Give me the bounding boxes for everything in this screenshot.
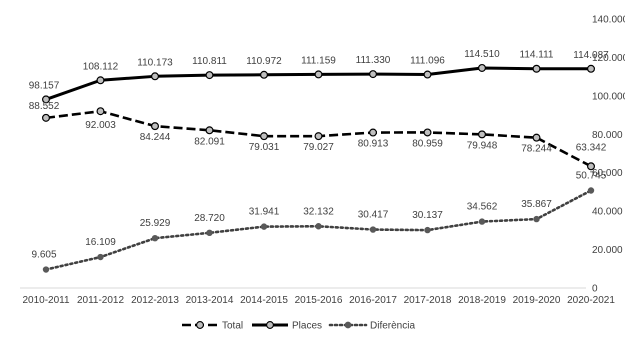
series-markers xyxy=(41,63,595,273)
data-point xyxy=(315,223,322,230)
y-tick-label: 0 xyxy=(592,284,598,295)
data-label: 79.031 xyxy=(249,142,280,153)
data-label: 35.867 xyxy=(521,199,552,210)
x-tick-label: 2010-2011 xyxy=(22,295,70,306)
data-label: 114.087 xyxy=(573,50,609,61)
x-tick-label: 2011-2012 xyxy=(77,295,125,306)
data-point xyxy=(151,234,159,242)
data-label: 79.027 xyxy=(303,142,334,153)
data-point xyxy=(533,215,540,223)
data-label: 111.096 xyxy=(410,56,445,67)
legend-label: Places xyxy=(292,321,322,332)
data-label: 98.157 xyxy=(29,80,60,91)
series-line-difer-ncia xyxy=(44,189,593,271)
data-label: 114.510 xyxy=(464,49,500,60)
x-tick-label: 2015-2016 xyxy=(295,295,343,306)
data-label: 28.720 xyxy=(194,213,225,224)
data-point xyxy=(206,229,213,237)
data-label: 114.111 xyxy=(520,50,554,61)
data-label: 111.330 xyxy=(356,55,391,66)
series-lines xyxy=(44,66,593,271)
data-point xyxy=(369,128,378,137)
x-tick-label: 2018-2019 xyxy=(458,295,506,306)
data-label: 110.811 xyxy=(192,56,227,67)
data-point xyxy=(260,70,269,79)
data-point xyxy=(42,266,50,273)
data-label: 84.244 xyxy=(140,132,171,143)
data-label: 30.417 xyxy=(358,210,389,221)
data-label: 78.244 xyxy=(521,144,552,155)
data-label: 111.159 xyxy=(301,55,336,66)
data-point xyxy=(586,64,595,73)
legend-swatch-marker xyxy=(196,321,204,329)
data-label: 63.342 xyxy=(576,142,607,153)
x-tick-label: 2019-2020 xyxy=(513,295,561,306)
data-point xyxy=(586,162,595,171)
data-point xyxy=(314,132,323,141)
data-label: 50.745 xyxy=(576,170,607,181)
data-label: 25.929 xyxy=(140,218,171,229)
data-point xyxy=(314,70,323,79)
data-point xyxy=(478,130,487,139)
x-tick-label: 2013-2014 xyxy=(186,295,234,306)
data-label: 34.562 xyxy=(467,202,498,213)
data-label: 110.972 xyxy=(246,56,282,67)
y-tick-label: 60.000 xyxy=(592,168,623,179)
data-point xyxy=(151,72,160,81)
data-label: 108.112 xyxy=(83,61,119,72)
y-tick-label: 20.000 xyxy=(592,245,623,256)
data-label: 30.137 xyxy=(412,210,443,221)
data-point xyxy=(151,122,160,131)
data-point xyxy=(423,70,432,79)
legend-swatch-marker xyxy=(266,321,274,329)
data-point xyxy=(205,126,214,135)
data-label: 80.959 xyxy=(412,138,443,149)
data-point xyxy=(423,128,432,137)
data-point xyxy=(97,253,104,261)
legend-swatch-marker xyxy=(344,321,352,329)
data-point xyxy=(532,133,541,142)
data-label: 16.109 xyxy=(85,237,116,248)
data-point xyxy=(260,223,268,230)
x-axis-ticks: 2010-2011 2011-2012 2012-2013 2013-2014 2014… xyxy=(22,295,615,306)
y-axis-ticks: 0 20.000 40.000 60.000 80.000 100.000 120.000 1… xyxy=(592,15,625,295)
data-label: 92.003 xyxy=(85,120,116,131)
y-tick-label: 140.000 xyxy=(592,15,625,26)
data-point xyxy=(478,218,486,225)
x-tick-label: 2017-2018 xyxy=(404,295,452,306)
data-point xyxy=(587,187,595,194)
data-point xyxy=(369,226,377,233)
data-point xyxy=(41,113,50,122)
data-point xyxy=(532,64,541,73)
y-tick-label: 120.000 xyxy=(592,53,625,64)
data-point xyxy=(205,71,214,80)
data-label: 110.173 xyxy=(137,57,173,68)
data-point xyxy=(96,107,105,116)
legend: Total Places Diferència xyxy=(182,321,415,332)
data-point xyxy=(369,70,378,79)
data-point xyxy=(41,95,50,104)
data-label: 32.132 xyxy=(303,206,334,217)
legend-label: Diferència xyxy=(370,321,415,332)
x-tick-label: 2020-2021 xyxy=(567,295,615,306)
x-tick-label: 2012-2013 xyxy=(131,295,179,306)
data-label: 31.941 xyxy=(249,207,280,218)
data-label: 82.091 xyxy=(194,136,225,147)
data-label: 9.605 xyxy=(31,250,56,261)
data-label: 88.552 xyxy=(29,101,60,112)
data-label: 80.913 xyxy=(358,139,389,150)
data-labels: 88.552 92.003 84.244 82.091 79.031 79.027 80.9… xyxy=(29,49,609,261)
legend-label: Total xyxy=(222,321,243,332)
data-point xyxy=(478,63,487,72)
x-tick-label: 2016-2017 xyxy=(349,295,397,306)
y-tick-label: 100.000 xyxy=(592,91,625,102)
data-label: 79.948 xyxy=(467,140,498,151)
data-point xyxy=(424,226,431,234)
data-point xyxy=(96,76,105,85)
y-tick-label: 40.000 xyxy=(592,207,623,218)
data-point xyxy=(260,132,269,141)
x-tick-label: 2014-2015 xyxy=(240,295,288,306)
y-tick-label: 80.000 xyxy=(592,130,623,141)
